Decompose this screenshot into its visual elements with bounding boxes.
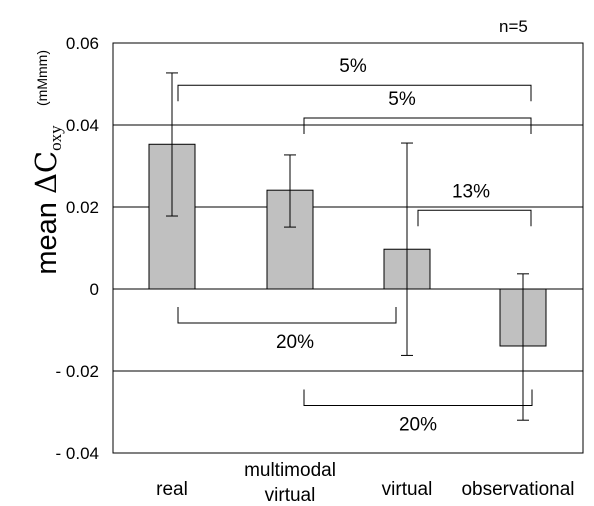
comparison-bracket [303,117,532,135]
y-axis-label: mean ΔCoxy [29,125,65,275]
comparison-label: 20% [276,332,314,353]
y-axis-label-symbol: ΔC [29,151,63,194]
x-category-labels: real multimodal virtual virtual observationa… [156,460,574,506]
y-tick-label: 0.04 [66,116,99,135]
y-axis-label-subscript: oxy [46,125,65,151]
category-label: real [156,479,188,500]
y-tick-label: 0.06 [66,34,99,53]
y-tick-label: - 0.02 [56,362,99,381]
comparison-bracket [303,389,533,406]
comparison-bracket [177,84,532,102]
category-label: multimodal [244,460,336,481]
y-tick-label: 0 [90,280,99,299]
comparison-label: 20% [399,414,437,435]
comparison-brackets: 5% 5% 13% 20% 20% [177,56,533,435]
category-label: virtual [382,479,433,500]
comparison-bracket [177,307,397,324]
y-tick-labels: 0.06 0.04 0.02 0 - 0.02 - 0.04 [56,34,99,463]
comparison-label: 13% [452,181,490,202]
bars [148,143,547,347]
y-tick-label: - 0.04 [56,444,99,463]
plot-frame [112,42,584,454]
y-tick-label: 0.02 [66,198,99,217]
comparison-label: 5% [339,56,367,77]
error-bars [166,72,529,421]
category-label: observational [461,479,574,500]
comparison-label: 5% [388,89,416,110]
sample-size-label: n=5 [499,17,528,36]
y-axis-label-prefix: mean [31,194,63,275]
category-label: virtual [265,485,316,506]
y-axis-unit: (mMmm) [34,50,50,106]
comparison-bracket [417,209,532,227]
